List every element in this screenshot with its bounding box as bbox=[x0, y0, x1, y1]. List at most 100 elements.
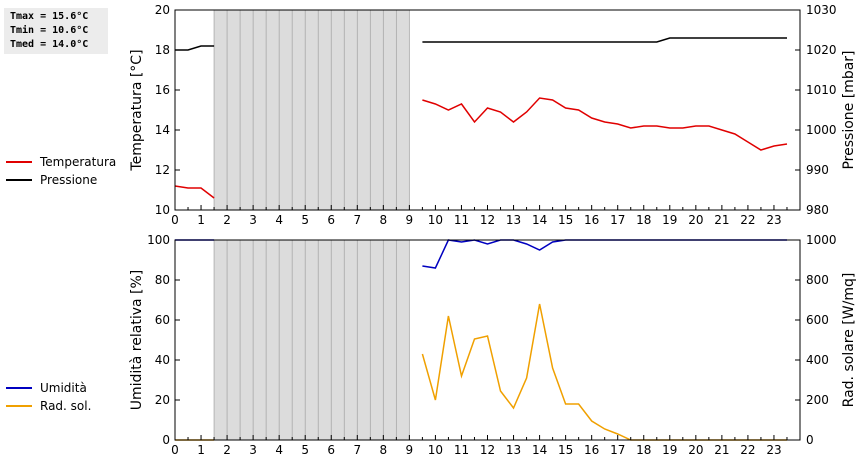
chart2-xtick-label: 19 bbox=[662, 443, 677, 457]
chart1-xtick-label: 13 bbox=[506, 213, 521, 227]
chart1-xtick-label: 23 bbox=[766, 213, 781, 227]
chart2-ytick-label: 20 bbox=[155, 393, 170, 407]
chart2-y2tick-label: 200 bbox=[806, 393, 829, 407]
chart1-y2tick-label: 990 bbox=[806, 163, 829, 177]
chart1-y2tick-label: 980 bbox=[806, 203, 829, 217]
chart1-xtick-label: 5 bbox=[301, 213, 309, 227]
chart1-xtick-label: 11 bbox=[454, 213, 469, 227]
chart2-xtick-label: 22 bbox=[740, 443, 755, 457]
chart1-xtick-label: 4 bbox=[275, 213, 283, 227]
chart1-y2tick-label: 1000 bbox=[806, 123, 837, 137]
chart2-ylabel: Umidità relativa [%] bbox=[129, 270, 145, 411]
chart1-y2tick-label: 1010 bbox=[806, 83, 837, 97]
chart1-ytick-label: 12 bbox=[155, 163, 170, 177]
chart1-xtick-label: 10 bbox=[428, 213, 443, 227]
legend-label-pressione: Pressione bbox=[40, 173, 98, 187]
chart2-ytick-label: 100 bbox=[147, 233, 170, 247]
chart2-y2tick-label: 1000 bbox=[806, 233, 837, 247]
chart1-y2label: Pressione [mbar] bbox=[841, 50, 857, 169]
chart1-xtick-label: 17 bbox=[610, 213, 625, 227]
chart2-y2tick-label: 400 bbox=[806, 353, 829, 367]
chart2-xtick-label: 13 bbox=[506, 443, 521, 457]
legend-label-radsol: Rad. sol. bbox=[40, 399, 92, 413]
chart2-y2tick-label: 0 bbox=[806, 433, 814, 447]
chart2-xtick-label: 8 bbox=[380, 443, 388, 457]
chart1-no-data-band bbox=[214, 10, 410, 210]
chart2-xtick-label: 12 bbox=[480, 443, 495, 457]
chart1-xtick-label: 12 bbox=[480, 213, 495, 227]
chart2-ytick-label: 0 bbox=[162, 433, 170, 447]
legend-item-radsol: Rad. sol. bbox=[6, 397, 91, 415]
chart2-series-rad-sol- bbox=[421, 303, 787, 441]
chart1-xtick-label: 14 bbox=[532, 213, 547, 227]
legend-label-umidita: Umidità bbox=[40, 381, 87, 395]
chart1-xtick-label: 22 bbox=[740, 213, 755, 227]
legend-bottom: Umidità Rad. sol. bbox=[6, 379, 91, 415]
chart2-xtick-label: 10 bbox=[428, 443, 443, 457]
chart2-xtick-label: 21 bbox=[714, 443, 729, 457]
stat-tmax: Tmax = 15.6°C bbox=[10, 11, 89, 22]
chart2-xtick-label: 17 bbox=[610, 443, 625, 457]
chart1-ytick-label: 16 bbox=[155, 83, 170, 97]
chart1-ytick-label: 14 bbox=[155, 123, 170, 137]
chart1-series-temperatura bbox=[174, 185, 215, 199]
chart2-xtick-label: 16 bbox=[584, 443, 599, 457]
chart1-y2tick-label: 1020 bbox=[806, 43, 837, 57]
chart1-xtick-label: 8 bbox=[380, 213, 388, 227]
chart2-xtick-label: 1 bbox=[197, 443, 205, 457]
chart1-series-pressione bbox=[175, 45, 215, 51]
chart2-xtick-label: 20 bbox=[688, 443, 703, 457]
legend-swatch-radsol bbox=[6, 405, 32, 407]
chart1-xtick-label: 21 bbox=[714, 213, 729, 227]
stat-tmed: Tmed = 14.0°C bbox=[10, 39, 89, 50]
chart1-xtick-label: 16 bbox=[584, 213, 599, 227]
chart2-xtick-label: 5 bbox=[301, 443, 309, 457]
chart2-y2label: Rad. solare [W/mq] bbox=[841, 273, 857, 408]
chart1-xtick-label: 3 bbox=[249, 213, 257, 227]
stats-box: Tmax = 15.6°C Tmin = 10.6°C Tmed = 14.0°… bbox=[4, 8, 108, 54]
chart2-xtick-label: 3 bbox=[249, 443, 257, 457]
chart2-xtick-label: 15 bbox=[558, 443, 573, 457]
chart2-xtick-label: 0 bbox=[171, 443, 179, 457]
chart2-ytick-label: 80 bbox=[155, 273, 170, 287]
chart2-y2tick-label: 800 bbox=[806, 273, 829, 287]
chart1-xtick-label: 9 bbox=[406, 213, 414, 227]
chart1-ytick-label: 10 bbox=[155, 203, 170, 217]
chart2-y2tick-label: 600 bbox=[806, 313, 829, 327]
chart1-xtick-label: 15 bbox=[558, 213, 573, 227]
chart1-y2tick-label: 1030 bbox=[806, 3, 837, 17]
legend-swatch-temperatura bbox=[6, 161, 32, 163]
legend-item-umidita: Umidità bbox=[6, 379, 91, 397]
chart2-series-umidit- bbox=[422, 239, 787, 269]
chart2-xtick-label: 6 bbox=[327, 443, 335, 457]
chart1-xtick-label: 0 bbox=[171, 213, 179, 227]
legend-swatch-umidita bbox=[6, 387, 32, 389]
chart1-xtick-label: 1 bbox=[197, 213, 205, 227]
chart2-no-data-band bbox=[214, 240, 410, 440]
chart2-xtick-label: 18 bbox=[636, 443, 651, 457]
chart2-xtick-label: 23 bbox=[766, 443, 781, 457]
chart1-series-pressione bbox=[422, 37, 787, 43]
chart1-xtick-label: 19 bbox=[662, 213, 677, 227]
chart1-ytick-label: 20 bbox=[155, 3, 170, 17]
chart2-xtick-label: 4 bbox=[275, 443, 283, 457]
chart1-xtick-label: 6 bbox=[327, 213, 335, 227]
chart2-xtick-label: 9 bbox=[406, 443, 414, 457]
legend-swatch-pressione bbox=[6, 179, 32, 181]
legend-top: Temperatura Pressione bbox=[6, 153, 116, 189]
chart1-xtick-label: 7 bbox=[353, 213, 361, 227]
stat-tmin: Tmin = 10.6°C bbox=[10, 25, 89, 36]
chart2-ytick-label: 60 bbox=[155, 313, 170, 327]
legend-item-temperatura: Temperatura bbox=[6, 153, 116, 171]
legend-item-pressione: Pressione bbox=[6, 171, 116, 189]
chart2-ytick-label: 40 bbox=[155, 353, 170, 367]
chart2-xtick-label: 11 bbox=[454, 443, 469, 457]
chart1-xtick-label: 20 bbox=[688, 213, 703, 227]
legend-label-temperatura: Temperatura bbox=[40, 155, 117, 169]
chart1-xtick-label: 18 bbox=[636, 213, 651, 227]
chart1-ylabel: Temperatura [°C] bbox=[129, 49, 145, 171]
chart1-ytick-label: 18 bbox=[155, 43, 170, 57]
chart1-xtick-label: 2 bbox=[223, 213, 231, 227]
chart2-xtick-label: 2 bbox=[223, 443, 231, 457]
